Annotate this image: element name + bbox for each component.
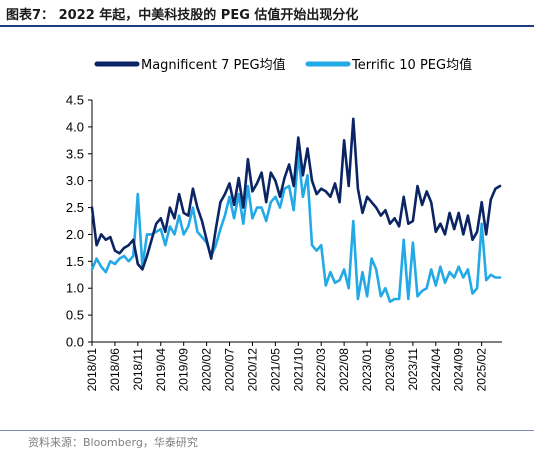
title-divider bbox=[0, 25, 534, 27]
y-tick-label: 0.0 bbox=[66, 335, 84, 350]
chart-title: 图表7： 2022 年起，中美科技股的 PEG 估值开始出现分化 bbox=[6, 8, 359, 23]
x-tick-label: 2020/12 bbox=[245, 348, 259, 392]
x-tick-label: 2021/05 bbox=[268, 348, 282, 392]
y-tick-label: 2.5 bbox=[66, 200, 84, 215]
x-tick-label: 2025/02 bbox=[475, 348, 489, 392]
x-tick-label: 2023/06 bbox=[383, 348, 397, 392]
y-tick-label: 3.5 bbox=[66, 146, 84, 161]
y-axis: 0.0 0.5 1.0 1.5 2.0 2.5 3.0 3.5 4.0 4.5 bbox=[66, 93, 93, 350]
y-tick-label: 4.5 bbox=[66, 93, 84, 108]
y-tick-label: 4.0 bbox=[66, 119, 84, 134]
x-tick-label: 2020/02 bbox=[200, 348, 214, 392]
x-tick-label: 2023/11 bbox=[406, 348, 420, 391]
x-tick-label: 2018/01 bbox=[85, 348, 99, 392]
y-tick-label: 2.0 bbox=[66, 227, 84, 242]
x-tick-label: 2022/03 bbox=[314, 348, 328, 392]
x-tick-label: 2018/06 bbox=[108, 348, 122, 392]
x-tick-label: 2024/09 bbox=[452, 348, 466, 392]
series-line-terrific-10 bbox=[90, 152, 502, 304]
plot-area bbox=[90, 117, 502, 304]
x-tick-label: 2019/09 bbox=[177, 348, 191, 392]
source-note: 资料来源：Bloomberg，华泰研究 bbox=[28, 436, 198, 449]
x-tick-label: 2019/04 bbox=[154, 348, 168, 392]
x-tick-label: 2022/08 bbox=[337, 348, 351, 392]
x-axis: 2018/01 2018/06 2018/11 2019/04 2019/09 2020/… bbox=[85, 341, 502, 392]
x-tick-label: 2018/11 bbox=[131, 348, 145, 391]
x-tick-label: 2020/07 bbox=[223, 348, 237, 392]
x-tick-label: 2023/01 bbox=[360, 348, 374, 392]
x-tick-label: 2021/10 bbox=[291, 348, 305, 392]
y-tick-label: 1.0 bbox=[66, 281, 84, 296]
series-line-magnificent-7 bbox=[90, 117, 502, 271]
y-tick-label: 0.5 bbox=[66, 308, 84, 323]
footer-divider bbox=[0, 430, 534, 431]
x-tick-label: 2024/04 bbox=[429, 348, 443, 392]
legend: Magnificent 7 PEG均值 Terrific 10 PEG均值 bbox=[94, 57, 472, 73]
y-tick-label: 1.5 bbox=[66, 254, 84, 269]
line-chart: Magnificent 7 PEG均值 Terrific 10 PEG均值 0.0… bbox=[66, 57, 502, 392]
legend-label: Terrific 10 PEG均值 bbox=[351, 57, 472, 73]
legend-label: Magnificent 7 PEG均值 bbox=[141, 57, 286, 73]
y-tick-label: 3.0 bbox=[66, 173, 84, 188]
